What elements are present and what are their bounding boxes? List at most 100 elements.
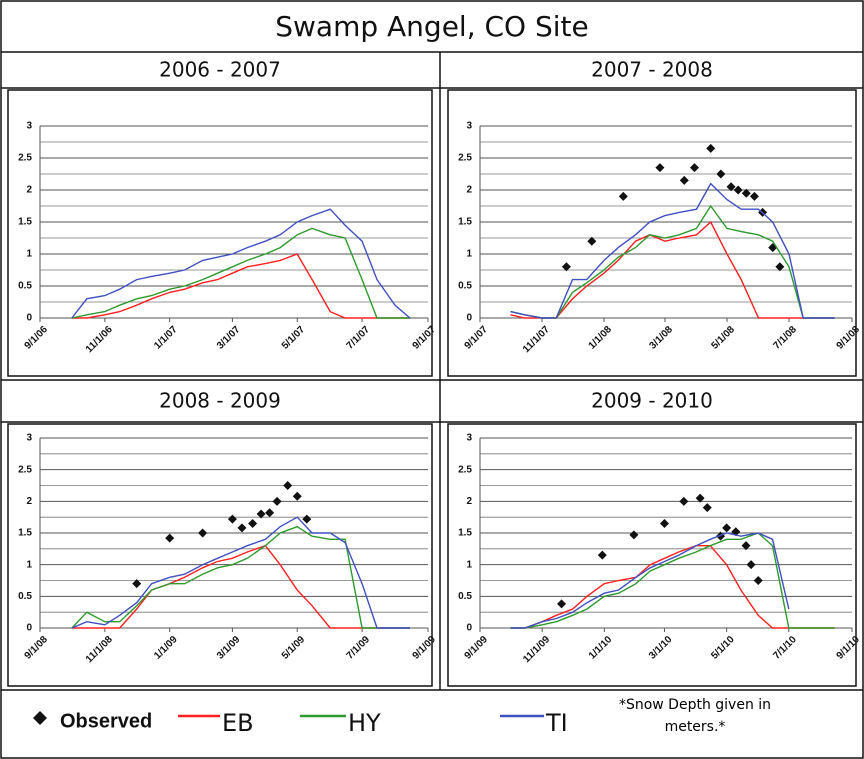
observed-point [587,236,597,246]
observed-point [265,508,275,518]
series-line [510,204,835,319]
y-tick-label: 1 [466,249,472,260]
chart-title: 2008 - 2009 [159,389,281,413]
series-line [510,532,835,629]
observed-point [749,191,759,201]
y-tick-label: 0.5 [458,591,472,602]
note-box: *Snow Depth given in meters.* [618,697,772,735]
y-tick-label: 0 [26,623,32,634]
series-line [71,208,411,319]
observed-point [726,182,736,192]
observed-point [722,523,732,533]
x-tick-label: 9/1/07 [411,324,439,352]
observed-point [768,243,778,253]
x-tick-label: 9/1/08 [835,324,863,352]
observed-point [753,576,763,585]
x-tick-label: 1/1/09 [152,634,180,662]
x-tick-label: 9/1/09 [411,634,439,662]
y-tick-label: 0.5 [18,281,32,292]
y-tick-label: 1 [466,559,472,570]
x-tick-label: 1/1/07 [152,324,180,352]
x-tick-label: 11/1/08 [84,634,115,665]
x-tick-label: 3/1/08 [648,324,676,352]
observed-point [741,188,751,198]
y-tick-label: 2.5 [18,153,32,164]
observed-point [256,509,266,519]
x-tick-label: 7/1/10 [771,634,799,662]
y-tick-label: 1.5 [18,528,32,539]
chart-title: 2007 - 2008 [591,58,713,82]
observed-point [165,533,175,543]
y-tick-label: 3 [466,121,472,132]
legend-label: EB [222,709,254,737]
y-tick-label: 0.5 [458,281,472,292]
observed-point [655,163,665,173]
note: *Snow Depth given in meters.* [618,697,772,735]
observed-point [272,496,282,506]
y-tick-label: 1 [26,559,32,570]
chart-title: 2009 - 2010 [591,389,713,413]
legend-label: HY [348,709,381,737]
legend-marker [33,711,47,725]
chart-frame [447,89,857,377]
x-tick-label: 1/1/10 [587,634,615,662]
series-line [71,253,410,319]
observed-point [746,560,756,570]
y-tick-label: 1.5 [18,217,32,228]
series-line [510,532,790,629]
chart-frame [7,89,433,377]
observed-point [237,523,247,533]
observed-point [659,519,669,528]
observed-point [561,262,571,272]
y-tick-label: 2 [26,496,32,507]
x-tick-label: 3/1/07 [215,324,243,352]
x-tick-label: 3/1/09 [215,634,243,662]
y-tick-label: 3 [466,433,472,444]
y-tick-label: 0 [26,313,32,324]
x-tick-label: 3/1/10 [647,634,675,662]
observed-point [597,550,607,560]
chart-frame [447,423,857,687]
figure-title: Swamp Angel, CO Site [275,10,589,43]
observed-point [557,599,567,609]
observed-point [302,514,312,524]
chart-frame [7,423,433,687]
observed-point [283,481,293,490]
x-tick-label: 1/1/08 [587,324,615,352]
x-tick-label: 11/1/06 [84,324,115,355]
series-line [71,544,410,629]
series-line [510,182,835,319]
series-line [510,545,835,629]
observed-point [679,496,689,506]
y-tick-label: 2 [466,185,472,196]
series-line [510,220,835,319]
y-tick-label: 2 [26,185,32,196]
observed-point [741,541,751,551]
x-tick-label: 5/1/08 [710,324,738,352]
observed-point [695,493,705,503]
observed-point [198,528,208,538]
y-tick-label: 0 [466,623,472,634]
x-tick-label: 5/1/10 [709,634,737,662]
x-tick-label: 9/1/06 [23,324,51,352]
y-tick-label: 3 [26,121,32,132]
y-tick-label: 1 [26,249,32,260]
x-tick-label: 7/1/09 [345,634,373,662]
y-tick-label: 2.5 [458,464,472,475]
observed-point [292,491,302,501]
observed-point [679,175,689,185]
x-tick-label: 9/1/10 [835,634,863,662]
y-tick-label: 0 [466,313,472,324]
legend-label: Observed [60,710,152,732]
x-tick-label: 7/1/07 [345,324,373,352]
observed-point [248,519,258,528]
observed-point [132,579,142,589]
y-tick-label: 3 [26,433,32,444]
series-line [71,525,410,629]
x-tick-label: 5/1/07 [280,324,308,352]
observed-point [702,503,712,513]
observed-point [227,514,237,524]
x-tick-label: 5/1/09 [280,634,308,662]
observed-point [629,530,639,540]
observed-point [689,163,699,173]
